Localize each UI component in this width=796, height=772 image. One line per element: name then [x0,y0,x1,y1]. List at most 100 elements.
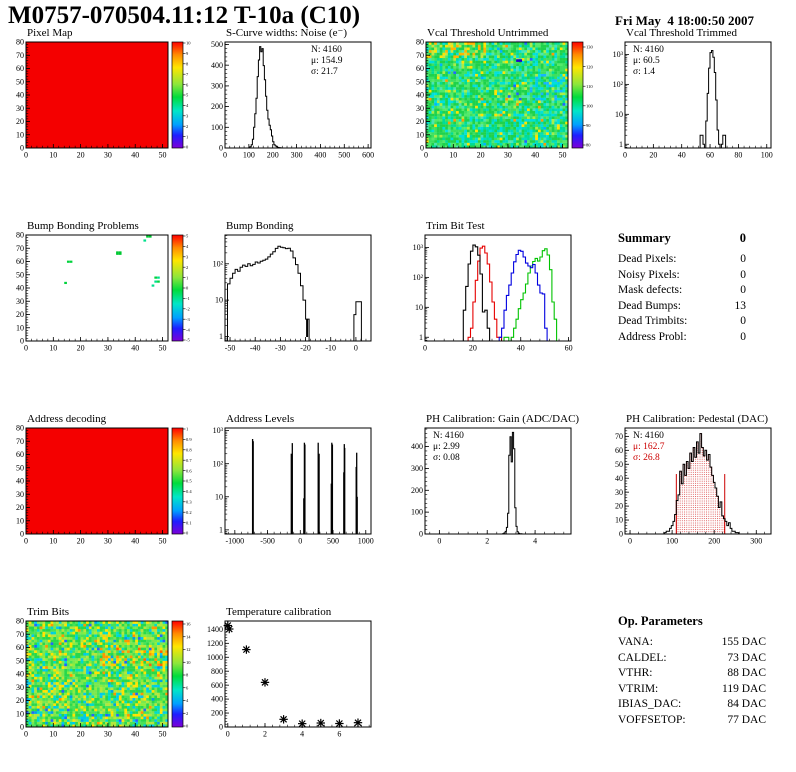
svg-text:0.4: 0.4 [186,489,192,494]
svg-text:400: 400 [314,151,326,160]
histogram-line [227,245,362,342]
stats-line: σ: 21.7 [311,67,338,77]
plot-frame [25,234,169,342]
stats-line: N: 4160 [433,431,464,441]
plot-title: Bump Bonding [226,220,294,232]
plot-frame [224,620,372,728]
histogram-line [425,248,571,342]
svg-text:10: 10 [215,492,223,501]
plot-address-decoding: Address decoding 1 0.9 0.8 0.7 0.6 0.5 0.4 0.3 0.… [0,412,199,605]
svg-text:30: 30 [504,151,512,160]
svg-text:-30: -30 [275,344,286,353]
summary-label: Address Probl: [618,330,687,343]
plot-title: Vcal Threshold Untrimmed [427,27,549,39]
svg-text:200: 200 [211,102,223,111]
summary-heading: Summary 0 [618,231,746,246]
svg-text:50: 50 [416,77,424,86]
summary-value: 0 [740,284,746,296]
svg-text:60: 60 [706,151,714,160]
svg-text:300: 300 [750,537,762,546]
svg-text:20: 20 [16,503,24,512]
summary-row: Dead Bumps: 13 [618,299,746,315]
svg-text:0: 0 [24,151,28,160]
scurve-noise-svg: S-Curve widths: Noise (e⁻) 0 100 200 300 400 5… [211,27,374,160]
svg-text:70: 70 [615,432,623,441]
svg-text:0: 0 [186,286,189,291]
summary-heading-value: 0 [739,231,746,245]
svg-text:500: 500 [327,537,339,546]
svg-text:1: 1 [186,275,188,280]
svg-text:0: 0 [623,151,627,160]
svg-text:10: 10 [49,537,57,546]
svg-text:30: 30 [416,104,424,113]
summary-value: 13 [734,299,747,312]
svg-text:-2: -2 [186,307,190,312]
plot-vcal-threshold-trimmed: Vcal Threshold Trimmed 0 20 40 60 80 100 1 10 10²… [600,26,796,219]
svg-text:2: 2 [186,124,188,129]
svg-text:50: 50 [559,151,567,160]
plot-vcal-threshold-untrimmed: Vcal Threshold Untrimmed 130 120 110 100 90 80… [400,26,599,219]
ph-pedestal-svg: PH Calibration: Pedestal (DAC)0 100 200 300… [615,413,772,546]
svg-text:20: 20 [16,310,24,319]
plot-frame [424,234,572,342]
svg-text:-4: -4 [186,327,190,332]
svg-text:0: 0 [424,151,428,160]
star-marker [242,645,251,654]
summary-row: Noisy Pixels: 0 [618,268,746,284]
svg-text:10³: 10³ [613,50,624,59]
summary-value: 0 [740,253,746,265]
svg-text:0: 0 [24,537,28,546]
svg-text:200: 200 [267,151,279,160]
svg-text:-50: -50 [225,344,236,353]
plot-scurve-noise: S-Curve widths: Noise (e⁻) 0 100 200 300 400 5… [200,26,399,219]
summary-row: Address Probl: 0 [618,330,746,346]
svg-text:70: 70 [16,437,24,446]
svg-text:0: 0 [219,144,223,153]
defect-pixel [148,235,152,238]
op-parameters-rows: VANA: 155 DAC CALDEL: 73 DAC VTHR: 88 DAC VTRI… [618,635,796,728]
bump-bonding-svg: Bump Bonding -50 -40 -30 -20 -10 0 1 10 10² [213,220,372,353]
star-marker [260,678,270,687]
svg-text:2: 2 [186,265,188,270]
svg-text:-40: -40 [250,344,261,353]
svg-text:10: 10 [615,516,623,525]
op-parameter-row: VTHR: 88 DAC [618,666,766,682]
svg-text:0.7: 0.7 [186,458,192,463]
plot-frame [424,427,572,535]
histogram-line [698,50,727,149]
svg-text:0: 0 [24,344,28,353]
svg-text:10: 10 [49,151,57,160]
stats-line: σ: 1.4 [633,67,655,77]
stats-line: N: 4160 [633,45,664,55]
stats-line: N: 4160 [633,431,664,441]
svg-text:100: 100 [211,123,223,132]
star-marker [353,718,363,727]
svg-text:0.5: 0.5 [186,479,192,484]
summary-label: Dead Bumps: [618,299,681,312]
colorbar [171,620,184,728]
op-parameter-row: CALDEL: 73 DAC [618,651,766,667]
svg-text:4: 4 [186,244,189,249]
svg-text:50: 50 [16,270,24,279]
svg-text:80: 80 [586,143,591,148]
plot-address-levels: Address Levels -1000 -500 0 500 1000 1 10 10² 10³ [200,412,399,605]
svg-text:40: 40 [517,344,525,353]
svg-text:0.8: 0.8 [186,448,192,453]
colorbar [171,41,184,149]
svg-text:0: 0 [420,144,424,153]
summary-row: Mask defects: 0 [618,283,746,299]
svg-text:4: 4 [533,537,537,546]
svg-text:0.3: 0.3 [186,500,192,505]
svg-text:110: 110 [586,84,593,89]
svg-text:-500: -500 [260,537,275,546]
svg-text:40: 40 [615,474,623,483]
fit-area [675,433,726,535]
svg-text:20: 20 [77,344,85,353]
svg-text:0: 0 [628,537,632,546]
svg-text:70: 70 [16,51,24,60]
defect-pixel [118,251,122,254]
histogram-line [496,249,548,342]
plot-frame [224,234,372,342]
